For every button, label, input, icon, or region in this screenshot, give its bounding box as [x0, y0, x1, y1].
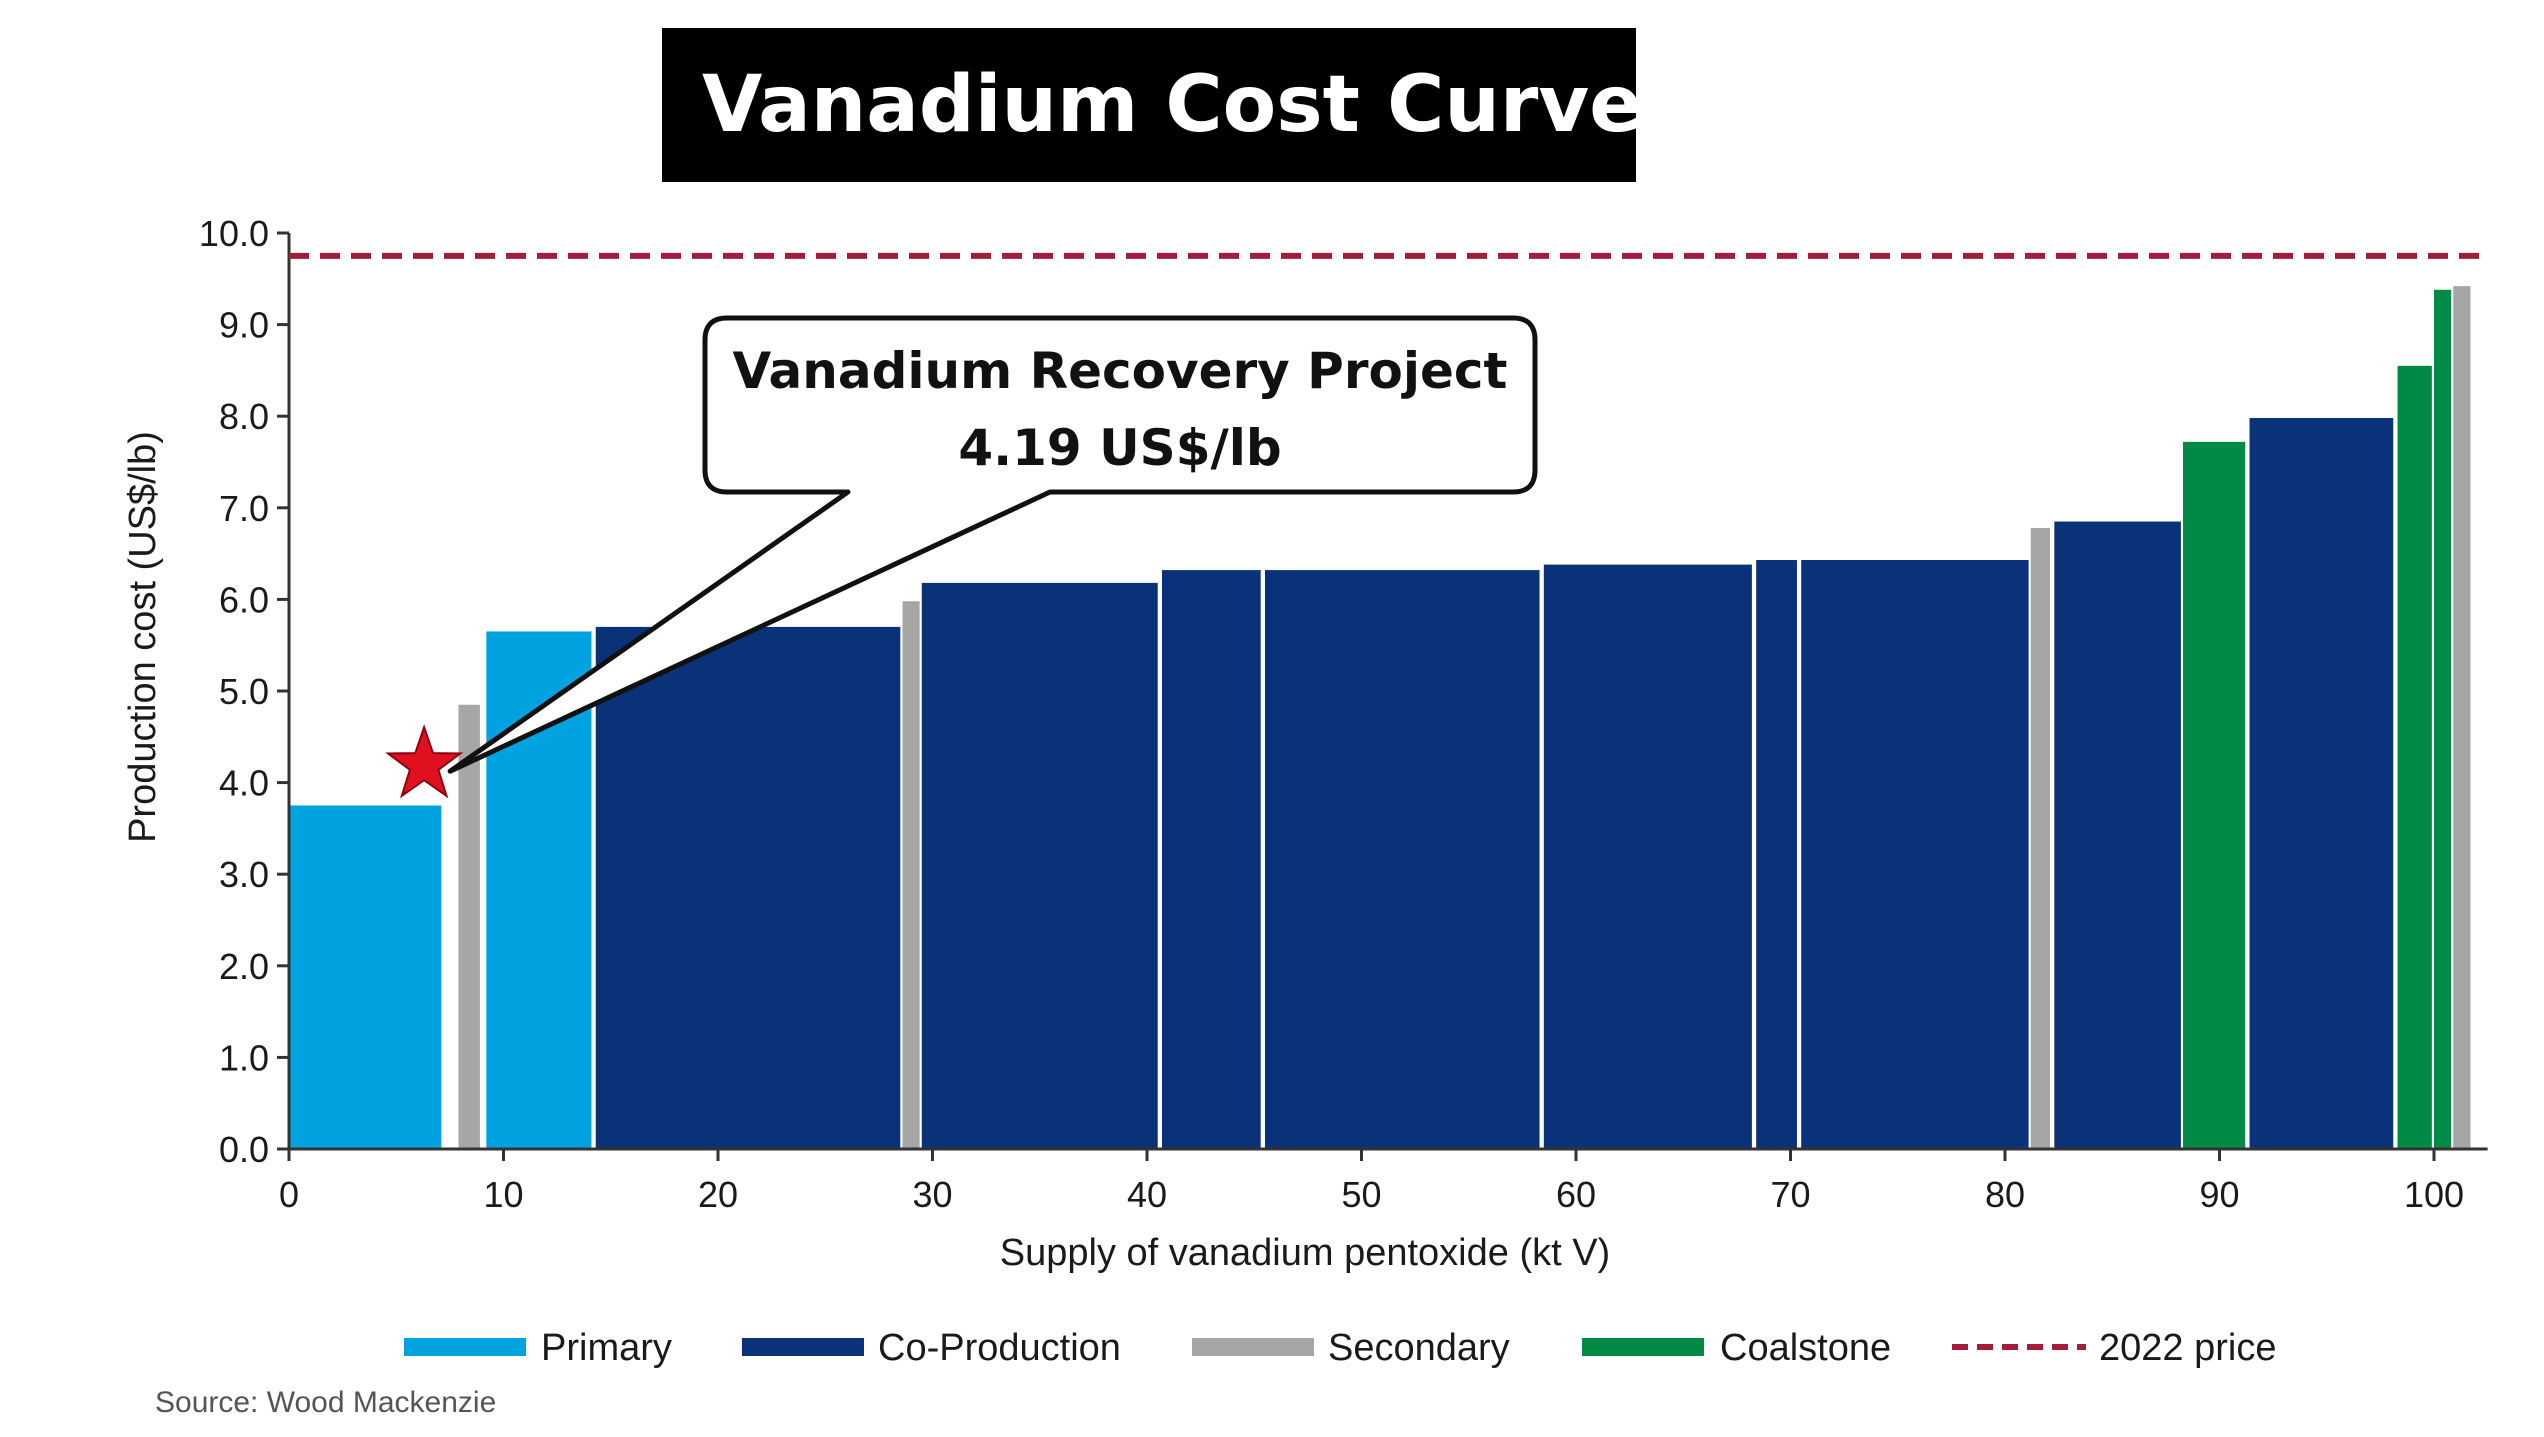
y-tick-label: 1.0 [219, 1037, 269, 1078]
bar-co-production-10 [1756, 560, 1797, 1149]
x-tick-label: 100 [2404, 1174, 2464, 1215]
y-tick-label: 8.0 [219, 396, 269, 437]
callout-bubble [447, 315, 1538, 774]
y-tick-label: 10.0 [199, 213, 269, 254]
x-tick-label: 60 [1556, 1174, 1596, 1215]
chart-title: Vanadium Cost Curve [702, 60, 1643, 150]
bar-co-production-13 [2054, 521, 2181, 1149]
legend-swatch-co-production [742, 1338, 864, 1356]
axes-layer: 0.0 1.0 2.0 3.0 4.0 5.0 6.0 7.0 8.0 9.0 10.0 0 10 20 3… [199, 213, 2488, 1215]
legend-swatch-secondary [1192, 1338, 1314, 1356]
bar-coalstone-17 [2434, 289, 2452, 1149]
y-tick-label: 7.0 [219, 488, 269, 529]
y-tick-label: 6.0 [219, 579, 269, 620]
legend-label-2022-price: 2022 price [2099, 1327, 2276, 1369]
x-tick-label: 40 [1127, 1174, 1167, 1215]
legend-swatch-coalstone [1582, 1338, 1704, 1356]
bar-secondary-18 [2453, 286, 2471, 1149]
y-tick-label: 5.0 [219, 671, 269, 712]
legend-label-coalstone: Coalstone [1720, 1327, 1891, 1369]
legend-label-primary: Primary [541, 1327, 672, 1369]
bar-co-production-8 [1264, 570, 1540, 1149]
y-tick-label: 9.0 [219, 305, 269, 346]
project-star-marker [385, 724, 464, 799]
x-tick-label: 80 [1985, 1174, 2025, 1215]
x-tick-label: 30 [912, 1174, 952, 1215]
bar-co-production-15 [2249, 418, 2394, 1150]
chart-title-box: Vanadium Cost Curve [662, 28, 1642, 182]
bar-coalstone-14 [2183, 441, 2246, 1149]
y-tick-label: 4.0 [219, 763, 269, 804]
y-tick-label: 3.0 [219, 854, 269, 895]
x-tick-label: 70 [1770, 1174, 1810, 1215]
y-tick-label: 2.0 [219, 946, 269, 987]
x-tick-label: 20 [698, 1174, 738, 1215]
legend-label-secondary: Secondary [1328, 1327, 1510, 1369]
bar-secondary-2 [458, 704, 480, 1149]
y-tick-label: 0.0 [219, 1129, 269, 1170]
x-tick-label: 90 [2199, 1174, 2239, 1215]
bar-coalstone-16 [2397, 365, 2432, 1149]
bar-secondary-12 [2030, 527, 2051, 1149]
bar-co-production-11 [1801, 560, 2029, 1149]
x-axis-title: Supply of vanadium pentoxide (kt V) [1000, 1232, 1610, 1274]
bar-secondary-5 [902, 601, 920, 1149]
callout-cost-value: 4.19 US$/lb [958, 419, 1281, 477]
callout-layer: Vanadium Recovery Project 4.19 US$/lb [385, 315, 1538, 799]
legend: Primary Co-Production Secondary Coalstone 20… [404, 1327, 2276, 1369]
bars-layer [289, 286, 2471, 1150]
callout-project-name: Vanadium Recovery Project [733, 342, 1508, 400]
bar-co-production-7 [1162, 570, 1261, 1149]
bar-co-production-9 [1543, 564, 1752, 1149]
bar-co-production-6 [921, 582, 1158, 1149]
bar-co-production-4 [595, 626, 901, 1149]
bar-primary-1 [289, 805, 442, 1149]
y-axis-title: Production cost (US$/lb) [122, 431, 164, 843]
x-tick-label: 10 [483, 1174, 523, 1215]
legend-swatch-primary [404, 1338, 526, 1356]
x-tick-label: 0 [279, 1174, 299, 1215]
x-tick-label: 50 [1341, 1174, 1381, 1215]
source-note: Source: Wood Mackenzie [155, 1386, 496, 1419]
legend-label-co-production: Co-Production [878, 1327, 1121, 1369]
